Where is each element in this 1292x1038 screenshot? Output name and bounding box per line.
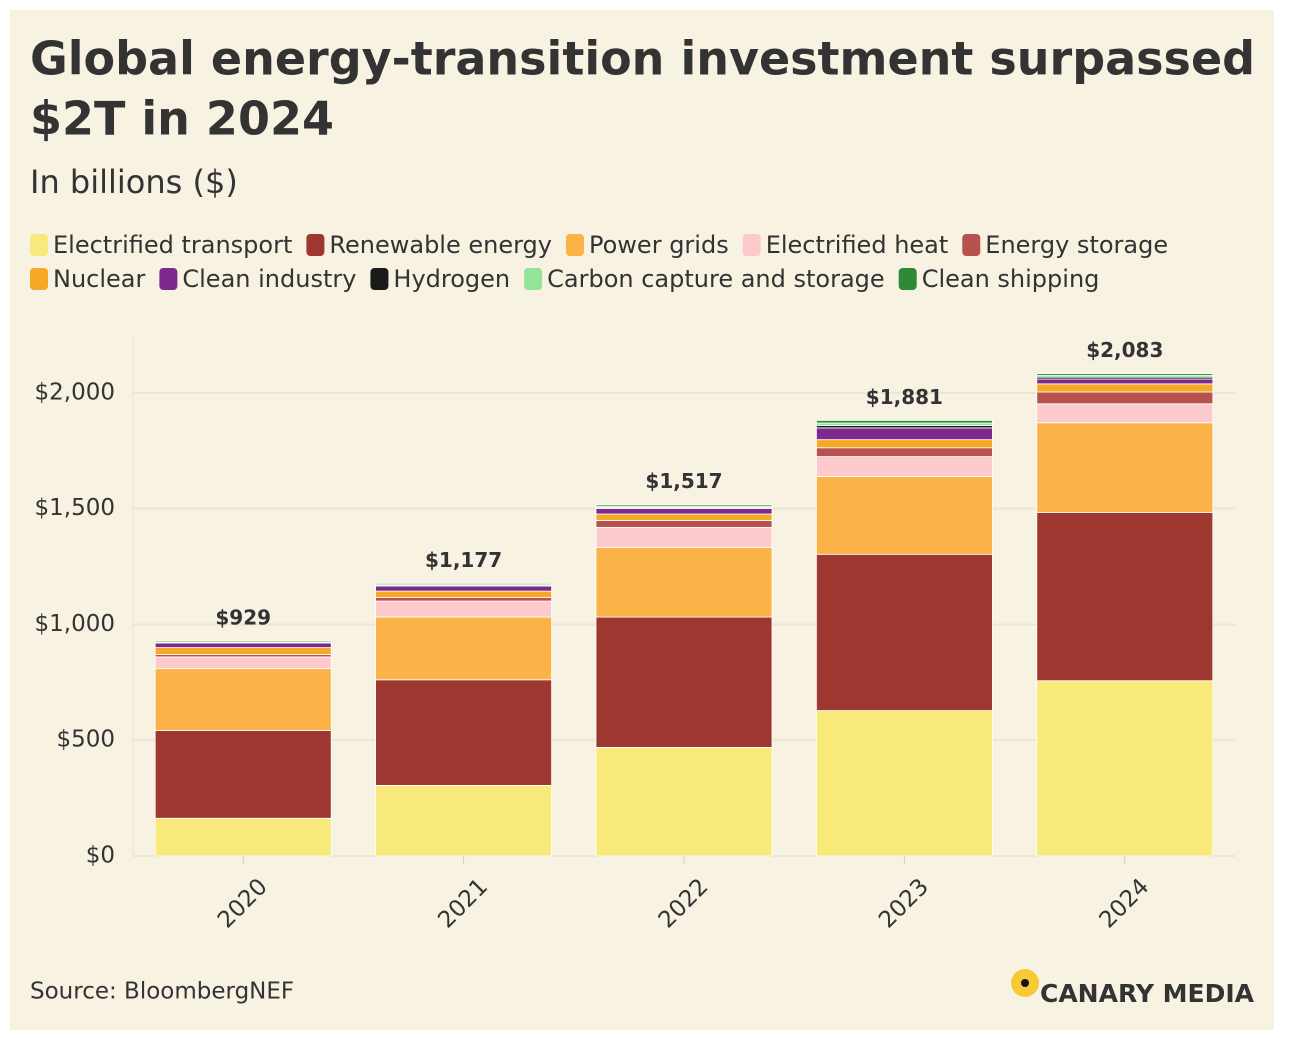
bar-segment xyxy=(1036,378,1214,385)
chart-subtitle: In billions ($) xyxy=(30,163,238,201)
bar-segment xyxy=(816,420,993,424)
legend-label: Electrified heat xyxy=(766,231,949,259)
y-tick-label: $2,000 xyxy=(35,379,115,405)
bar-segment xyxy=(1036,680,1214,857)
bar-segment xyxy=(595,520,773,528)
y-tick-label: $1,000 xyxy=(35,611,115,637)
bar-segment xyxy=(595,747,773,857)
bar-segment xyxy=(1036,391,1214,405)
legend-swatch xyxy=(306,234,325,256)
legend-swatch xyxy=(30,234,48,256)
total-label: $929 xyxy=(215,605,271,629)
total-label: $1,881 xyxy=(866,385,943,409)
bar-segment xyxy=(595,527,773,548)
bar-segment xyxy=(595,513,773,521)
legend-swatch xyxy=(898,268,917,290)
bar-segment xyxy=(375,585,553,592)
bar-segment xyxy=(1036,383,1214,393)
bar-segment xyxy=(1036,373,1214,376)
bar-segment xyxy=(154,640,332,643)
bar-segment xyxy=(595,508,773,515)
logo-dot xyxy=(1021,979,1029,987)
legend-label: Renewable energy xyxy=(329,231,552,259)
legend-label: Clean industry xyxy=(182,265,356,293)
bar-segment xyxy=(816,439,993,449)
bar-segment xyxy=(375,600,553,618)
total-label: $1,177 xyxy=(425,548,502,572)
bar-segment xyxy=(1036,511,1214,682)
bar-segment xyxy=(375,583,553,586)
bar-segment xyxy=(154,668,332,731)
legend-swatch xyxy=(742,234,761,256)
bar-segment xyxy=(816,456,993,477)
brand: CANARY MEDIA xyxy=(1040,979,1255,1008)
bar-segment xyxy=(375,784,553,857)
source: Source: BloombergNEF xyxy=(30,979,294,1005)
legend-label: Clean shipping xyxy=(922,265,1100,293)
bar-segment xyxy=(1036,403,1214,424)
chart-title: $2T in 2024 xyxy=(30,92,334,146)
legend-label: Electrified transport xyxy=(53,231,292,259)
bar-segment xyxy=(375,590,553,598)
legend-label: Nuclear xyxy=(53,265,146,293)
bar-segment xyxy=(595,546,773,618)
y-tick-label: $1,500 xyxy=(35,495,115,521)
y-tick-label: $0 xyxy=(86,843,115,869)
bar-segment xyxy=(154,817,332,857)
legend-label: Carbon capture and storage xyxy=(547,265,885,293)
legend-label: Energy storage xyxy=(985,231,1168,259)
bar-segment xyxy=(816,427,993,441)
bar-segment xyxy=(1036,422,1214,513)
bar-segment xyxy=(595,504,773,507)
y-tick-label: $500 xyxy=(56,727,115,753)
legend-swatch xyxy=(370,268,389,290)
bar-segment xyxy=(375,616,553,681)
bar-segment xyxy=(816,447,993,457)
legend-label: Power grids xyxy=(589,231,729,259)
bar-segment xyxy=(816,476,993,555)
bar-segment xyxy=(154,730,332,819)
legend-label: Hydrogen xyxy=(393,265,510,293)
bar-segment xyxy=(375,679,553,786)
bar-segment xyxy=(375,597,553,602)
legend-swatch xyxy=(962,234,981,256)
bar-segment xyxy=(154,656,332,670)
legend-swatch xyxy=(30,268,48,290)
legend-swatch xyxy=(524,268,543,290)
bar-segment xyxy=(154,642,332,648)
chart-title: Global energy-transition investment surp… xyxy=(30,32,1255,86)
legend-swatch xyxy=(566,234,584,256)
bar-segment xyxy=(816,553,993,711)
total-label: $2,083 xyxy=(1086,338,1163,362)
bar-segment xyxy=(154,647,332,655)
total-label: $1,517 xyxy=(645,469,722,493)
legend-swatch xyxy=(159,268,178,290)
bar-segment xyxy=(595,616,773,748)
bar-segment xyxy=(816,710,993,857)
